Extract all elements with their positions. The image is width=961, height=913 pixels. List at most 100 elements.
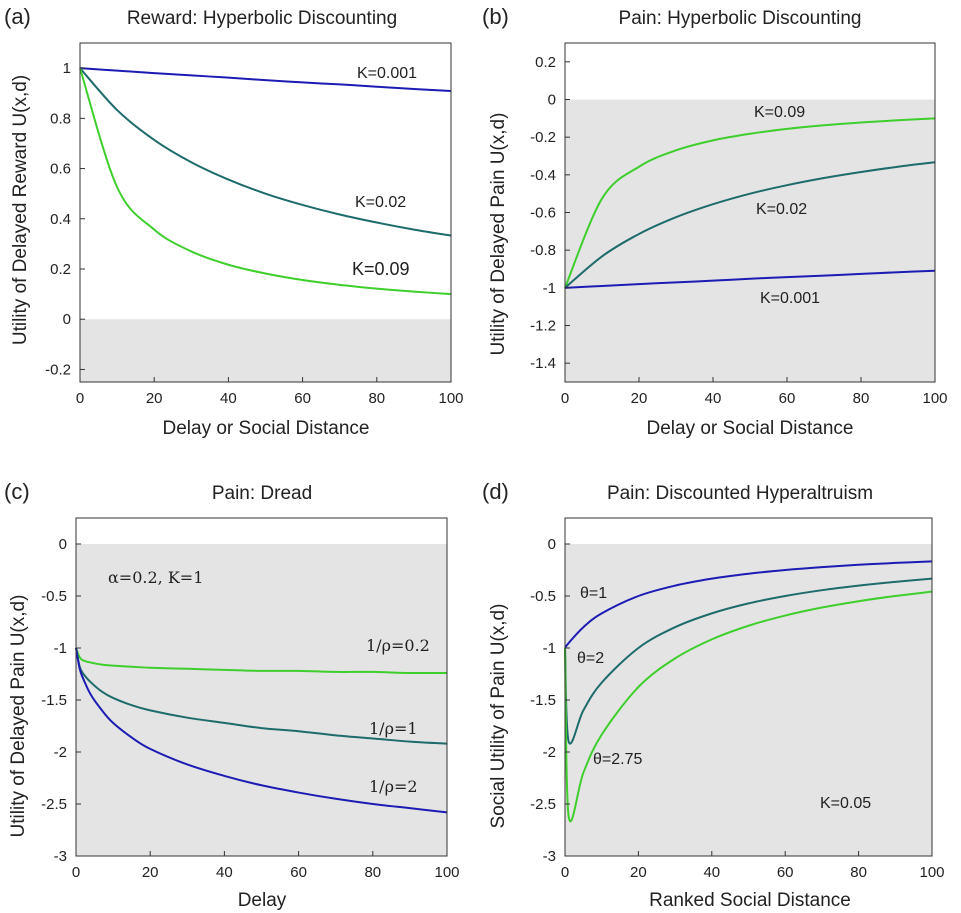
- x-tick-label: 20: [142, 864, 159, 881]
- negative-shaded-region: [565, 99, 935, 382]
- chart-title: Pain: Dread: [212, 483, 312, 504]
- y-tick-label: 0: [59, 536, 67, 553]
- plot-frame: [79, 42, 452, 383]
- panel-letter: (b): [482, 4, 509, 29]
- negative-shaded-region: [76, 544, 447, 856]
- label-k-0001: K=0.001: [760, 290, 820, 307]
- series-line-2: [564, 269, 936, 289]
- y-tick-label: -1.5: [41, 692, 67, 709]
- series-line-0: [564, 560, 933, 649]
- series-line-0: [79, 67, 452, 92]
- x-axis-label: Delay or Social Distance: [647, 418, 854, 439]
- y-tick-label: 0: [63, 311, 71, 328]
- y-tick-label: -2: [543, 744, 556, 761]
- x-tick-label: 20: [630, 864, 647, 881]
- label-theta-2: θ=2: [577, 650, 604, 667]
- y-tick-label: -1.2: [530, 318, 556, 335]
- y-tick-label: -2.5: [530, 796, 556, 813]
- y-axis-label: Utility of Delayed Pain U(x,d): [488, 113, 509, 356]
- series-line-2: [75, 647, 448, 814]
- panel-c: (c) Pain: Dread 0 20 40 60 80 100 -3 -2.5 -2 -1.5…: [4, 479, 460, 911]
- chart-title: Pain: Hyperbolic Discounting: [619, 8, 862, 29]
- series-line-1: [564, 161, 936, 289]
- x-tick-label: 100: [434, 864, 459, 881]
- y-tick-label: -1: [54, 640, 67, 657]
- plot-frame: [564, 517, 933, 857]
- label-rho-2: 1/ρ=2: [369, 777, 418, 796]
- y-tick-label: 1: [63, 60, 71, 77]
- x-tick-label: 0: [561, 864, 569, 881]
- y-tick-label: 0.8: [50, 110, 71, 127]
- chart-title: Reward: Hyperbolic Discounting: [127, 8, 397, 29]
- series-line-2: [564, 590, 933, 823]
- label-theta-1: θ=1: [580, 585, 607, 602]
- x-tick-label: 80: [368, 390, 385, 407]
- plot-area: 0 20 40 60 80 100 -3 -2.5 -2 -1.5 -1 -0.5 0: [41, 517, 460, 881]
- x-axis-label: Delay: [238, 890, 287, 911]
- series-line-1: [564, 577, 933, 745]
- x-tick-label: 80: [850, 864, 867, 881]
- label-k-009: K=0.09: [352, 259, 410, 279]
- panel-a: (a) Reward: Hyperbolic Discounting 0 20 40…: [4, 4, 464, 439]
- x-tick-label: 100: [438, 390, 463, 407]
- plot-area: 0 20 40 60 80 100 -1.4 -1.2 -1 -0.8 -0.6 -0.4 -0.2 0 0…: [530, 42, 948, 407]
- y-tick-label: -0.5: [41, 588, 67, 605]
- x-tick-label: 80: [364, 864, 381, 881]
- y-tick-label: 0: [548, 92, 556, 109]
- series-line-1: [79, 67, 452, 237]
- label-theta-275: θ=2.75: [593, 751, 642, 768]
- label-k-009: K=0.09: [754, 104, 805, 121]
- panel-d: (d) Pain: Discounted Hyperaltruism 0 20 40…: [482, 479, 945, 911]
- x-tick-label: 0: [72, 864, 80, 881]
- y-tick-label: -2.5: [41, 796, 67, 813]
- x-tick-label: 0: [76, 390, 84, 407]
- label-k-005: K=0.05: [820, 795, 871, 812]
- series-line-1: [75, 647, 448, 745]
- x-tick-label: 60: [779, 390, 796, 407]
- label-rho-1: 1/ρ=1: [369, 719, 418, 738]
- chart-title: Pain: Discounted Hyperaltruism: [607, 483, 873, 504]
- plot-area: 0 20 40 60 80 100 -0.2 0 0.2 0.4 0.6 0.8 1: [45, 42, 464, 407]
- y-tick-label: 0.6: [50, 161, 71, 178]
- series-line-0: [75, 647, 448, 675]
- x-tick-label: 80: [853, 390, 870, 407]
- x-axis-label: Ranked Social Distance: [649, 890, 851, 911]
- y-tick-label: -1.5: [530, 692, 556, 709]
- x-tick-label: 40: [216, 864, 233, 881]
- x-tick-label: 40: [220, 390, 237, 407]
- panel-letter: (c): [4, 479, 30, 504]
- y-axis-label: Utility of Delayed Reward U(x,d): [10, 75, 31, 345]
- x-tick-label: 60: [777, 864, 794, 881]
- y-tick-label: 0.2: [50, 261, 71, 278]
- y-tick-label: -0.2: [45, 361, 71, 378]
- label-rho-02: 1/ρ=0.2: [366, 636, 430, 655]
- x-tick-label: 100: [919, 864, 944, 881]
- y-tick-label: -0.2: [530, 129, 556, 146]
- y-axis-label: Utility of Delayed Pain U(x,d): [8, 595, 29, 838]
- y-tick-label: -0.5: [530, 588, 556, 605]
- y-tick-label: -1.4: [530, 355, 556, 372]
- panel-b: (b) Pain: Hyperbolic Discounting 0 20 40 60…: [482, 4, 948, 439]
- label-params: α=0.2, K=1: [108, 568, 203, 587]
- y-tick-label: -2: [54, 744, 67, 761]
- series-line-0: [564, 117, 936, 289]
- y-tick-label: -3: [54, 848, 67, 865]
- y-tick-label: 0: [548, 536, 556, 553]
- x-tick-label: 60: [294, 390, 311, 407]
- y-tick-label: 0.4: [50, 211, 71, 228]
- plot-area: 0 20 40 60 80 100 -3 -2.5 -2 -1.5 -1 -0.5 0: [530, 517, 945, 881]
- y-tick-label: -3: [543, 848, 556, 865]
- series-line-2: [79, 67, 452, 296]
- x-tick-label: 20: [631, 390, 648, 407]
- panel-letter: (d): [482, 479, 509, 504]
- x-tick-label: 60: [290, 864, 307, 881]
- label-k-002: K=0.02: [355, 194, 406, 211]
- y-tick-label: -0.4: [530, 167, 556, 184]
- y-tick-label: -1: [543, 280, 556, 297]
- negative-shaded-region: [80, 319, 451, 382]
- label-k-002: K=0.02: [756, 201, 807, 218]
- x-tick-label: 20: [146, 390, 163, 407]
- x-tick-label: 40: [703, 864, 720, 881]
- y-axis-label: Social Utility of Pain U(x,d): [488, 604, 509, 829]
